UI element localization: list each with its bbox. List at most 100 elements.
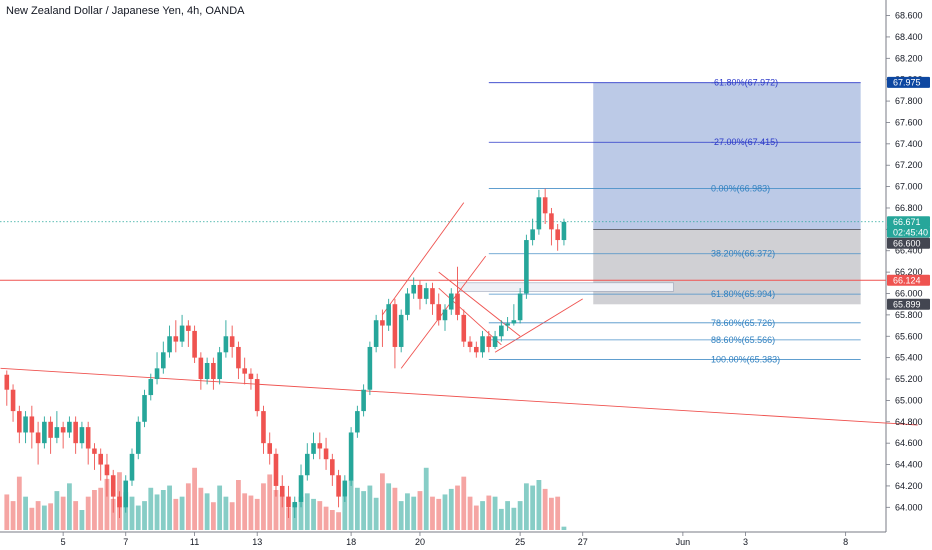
candle-body <box>54 427 60 438</box>
volume-bar <box>323 506 329 530</box>
volume-bar <box>85 496 91 530</box>
volume-bar <box>536 480 542 530</box>
candle-body <box>73 421 78 444</box>
price-tick-label: 68.600 <box>895 11 923 21</box>
price-tag <box>887 237 930 249</box>
price-tick-label: 64.000 <box>895 502 923 512</box>
volume-bar <box>35 501 41 530</box>
price-tag-label: 02:45:40 <box>893 227 928 237</box>
candle-body <box>530 229 535 241</box>
volume-bar <box>455 485 460 530</box>
price-tag <box>887 216 930 228</box>
candle-body <box>23 416 28 433</box>
fib-level-label: -61.80%(67.972) <box>711 78 778 88</box>
volume-bar <box>54 491 60 530</box>
volume-bar <box>367 485 373 530</box>
fib-level-label: 0.00%(66.983) <box>711 183 770 193</box>
volume-bar <box>530 485 536 530</box>
channel-upper-line <box>382 202 465 316</box>
volume-bar <box>448 488 454 530</box>
volume-bar <box>392 487 398 530</box>
volume-bar <box>173 498 179 530</box>
price-tick-label: 66.400 <box>895 246 923 256</box>
volume-bar <box>223 496 229 530</box>
time-tick-label: 27 <box>578 537 588 547</box>
volume-bar <box>135 505 141 530</box>
time-tick-label: 5 <box>61 537 66 547</box>
candle-body <box>60 427 66 433</box>
fibonacci-levels: -61.80%(67.972) -27.00%(67.415) 0.00%(66.9… <box>488 78 861 364</box>
candle-body <box>236 346 241 369</box>
price-tick-label: 66.800 <box>895 203 923 213</box>
time-tick-label: 7 <box>123 537 128 547</box>
candle-body <box>492 336 498 347</box>
candle-body <box>154 368 160 380</box>
flag-upper-line <box>438 271 521 337</box>
price-tick-label: 65.200 <box>895 374 923 384</box>
volume-bar <box>29 507 35 530</box>
volume-bar <box>304 493 310 530</box>
volume-bar <box>342 496 348 530</box>
candle-body <box>336 475 341 497</box>
candle-body <box>549 213 554 230</box>
volume-bar <box>549 497 554 530</box>
candle-body <box>29 416 35 433</box>
volume-bar <box>267 474 273 530</box>
volume-bar <box>411 496 417 530</box>
candle-body <box>161 352 166 369</box>
volume-bar <box>442 494 448 530</box>
price-tag-label: 65.899 <box>893 300 921 310</box>
candle-body <box>398 314 404 347</box>
fib-level-label: 61.80%(65.994) <box>711 289 775 299</box>
candle-body <box>323 448 329 460</box>
candle-body <box>461 314 467 342</box>
volume-bar <box>242 493 248 530</box>
wedge-support-line <box>494 298 583 353</box>
price-tag-label: 66.600 <box>893 239 921 249</box>
candle-body <box>386 304 391 326</box>
volume-bar <box>110 498 116 530</box>
time-tick-label: 13 <box>252 537 262 547</box>
candle-body <box>442 309 448 321</box>
candle-body <box>123 480 129 508</box>
volume-bar <box>129 496 135 530</box>
candle-body <box>110 475 116 497</box>
candle-body <box>35 432 41 444</box>
volume-bar <box>405 493 410 530</box>
candle-body <box>10 389 16 412</box>
volume-bar <box>423 467 429 530</box>
candle-body <box>229 336 235 347</box>
candle-body <box>423 288 429 299</box>
candle-body <box>317 443 323 449</box>
volume-bar <box>461 476 467 530</box>
volume-bar <box>380 473 385 530</box>
price-tick-label: 66.000 <box>895 289 923 299</box>
volume-bar <box>192 467 197 530</box>
candle-body <box>505 323 510 326</box>
candle-body <box>367 346 373 390</box>
volume-bar <box>167 485 172 530</box>
candle-body <box>467 341 473 347</box>
fib-level-label: 38.20%(66.372) <box>711 249 775 259</box>
volume-bar <box>185 483 191 530</box>
volume-bar <box>523 483 529 530</box>
candle-body <box>511 320 517 324</box>
volume-bar <box>386 483 392 530</box>
volume-bar <box>373 497 379 530</box>
candle-body <box>480 336 485 353</box>
candle-body <box>373 320 379 347</box>
volume-bar <box>23 496 28 530</box>
volume-bar <box>236 480 241 530</box>
candle-body <box>242 368 247 374</box>
candle-body <box>392 304 398 347</box>
candle-body <box>536 197 542 230</box>
volume-bar <box>498 508 504 530</box>
volume-bar <box>505 501 510 530</box>
candle-body <box>67 421 72 433</box>
time-tick-label: 8 <box>843 537 848 547</box>
price-tick-label: 64.200 <box>895 481 923 491</box>
candle-body <box>142 395 147 422</box>
candle-body <box>85 427 91 449</box>
candle-body <box>267 443 273 454</box>
